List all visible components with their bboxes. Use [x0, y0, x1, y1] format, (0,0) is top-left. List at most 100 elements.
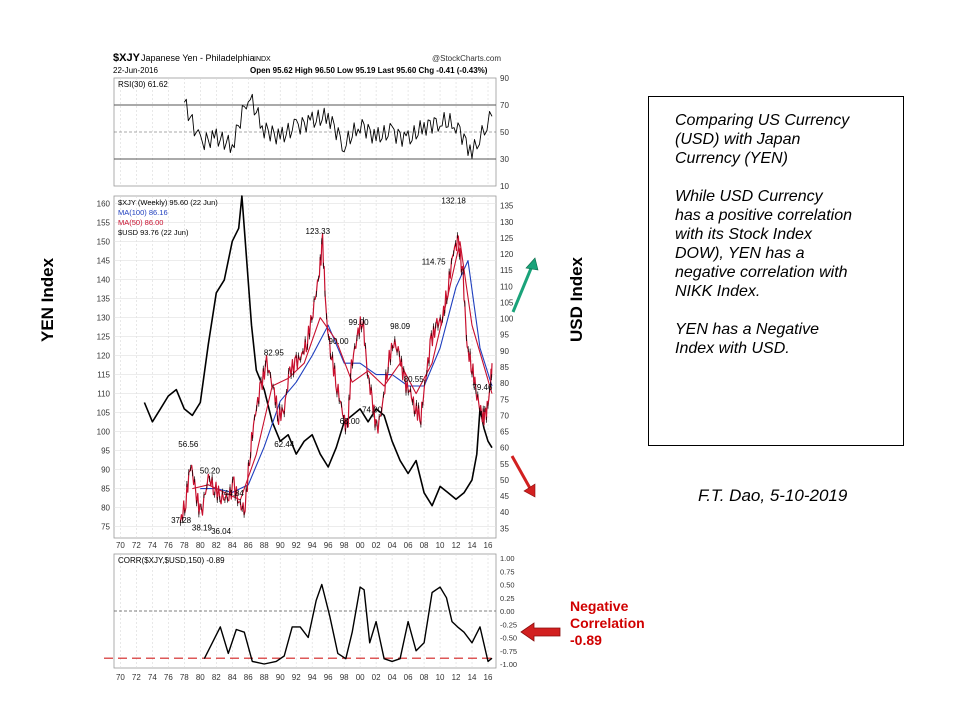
- x-tick-label: 08: [420, 541, 429, 550]
- x-tick-label: 00: [356, 673, 365, 682]
- left-arrow: [520, 622, 561, 642]
- x-tick-label: 76: [164, 673, 173, 682]
- x-tick-label: 72: [132, 673, 141, 682]
- note-paragraph: While USD Currency has a positive correl…: [675, 188, 852, 300]
- x-tick-label: 90: [276, 673, 285, 682]
- price-annotation: 44.84: [224, 489, 245, 498]
- price-legend-item: MA(50) 86.00: [118, 218, 163, 227]
- note-box: Comparing US Currency (USD) with Japan C…: [648, 96, 904, 446]
- right-tick-label: 35: [500, 524, 509, 533]
- right-tick-label: 55: [500, 460, 509, 469]
- left-tick-label: 95: [101, 447, 110, 456]
- x-tick-label: 86: [244, 541, 253, 550]
- x-tick-label: 96: [324, 673, 333, 682]
- right-tick-label: 130: [500, 218, 514, 227]
- author-credit: F.T. Dao, 5-10-2019: [698, 486, 848, 505]
- x-tick-label: 12: [452, 673, 461, 682]
- x-tick-label: 02: [372, 673, 381, 682]
- x-tick-label: 06: [404, 541, 413, 550]
- left-tick-label: 160: [97, 200, 111, 209]
- right-tick-label: 105: [500, 298, 514, 307]
- x-tick-label: 82: [212, 541, 221, 550]
- corr-tick-label: 0.00: [500, 607, 515, 616]
- x-tick-label: 88: [260, 541, 269, 550]
- left-tick-label: 80: [101, 504, 110, 513]
- corr-tick-label: 1.00: [500, 554, 515, 563]
- right-tick-label: 125: [500, 234, 514, 243]
- note-paragraph: Comparing US Currency (USD) with Japan C…: [675, 112, 850, 167]
- corr-tick-label: -0.50: [500, 634, 517, 643]
- left-tick-label: 150: [97, 238, 111, 247]
- price-annotation: 98.09: [390, 322, 411, 331]
- left-tick-label: 130: [97, 314, 111, 323]
- x-tick-label: 96: [324, 541, 333, 550]
- rsi-legend: RSI(30) 61.62: [118, 80, 168, 89]
- right-tick-label: 85: [500, 363, 509, 372]
- x-tick-label: 08: [420, 673, 429, 682]
- right-tick-label: 90: [500, 347, 509, 356]
- corr-line: [203, 583, 493, 665]
- left-tick-label: 125: [97, 333, 111, 342]
- negative-correlation-label: Negative Correlation -0.89: [570, 598, 645, 648]
- left-tick-label: 100: [97, 428, 111, 437]
- x-tick-label: 90: [276, 541, 285, 550]
- right-tick-label: 80: [500, 379, 509, 388]
- x-tick-label: 86: [244, 673, 253, 682]
- corr-tick-label: 0.50: [500, 581, 515, 590]
- x-tick-label: 76: [164, 541, 173, 550]
- x-tick-label: 16: [484, 541, 493, 550]
- price-annotation: 74.00: [362, 406, 383, 415]
- right-tick-label: 120: [500, 250, 514, 259]
- x-tick-label: 70: [116, 541, 125, 550]
- chart-date: 22-Jun-2016: [113, 66, 158, 75]
- x-tick-label: 92: [292, 673, 301, 682]
- right-tick-label: 60: [500, 444, 509, 453]
- price-annotation: 38.19: [192, 523, 213, 532]
- right-tick-label: 100: [500, 315, 514, 324]
- corr-tick-label: -1.00: [500, 660, 517, 669]
- price-annotation: 37.28: [171, 516, 192, 525]
- x-tick-label: 92: [292, 541, 301, 550]
- x-tick-label: 74: [148, 673, 157, 682]
- left-tick-label: 85: [101, 485, 110, 494]
- x-tick-label: 84: [228, 541, 237, 550]
- chart-exchange: INDX: [254, 56, 271, 63]
- right-tick-label: 95: [500, 331, 509, 340]
- arrows: [510, 257, 561, 642]
- corr-tick-label: -0.25: [500, 620, 517, 629]
- x-tick-label: 72: [132, 541, 141, 550]
- price-annotation: 114.75: [422, 257, 446, 266]
- corr-tick-label: 0.25: [500, 594, 515, 603]
- right-tick-label: 40: [500, 508, 509, 517]
- rsi-tick-label: 70: [500, 101, 509, 110]
- x-tick-label: 12: [452, 541, 461, 550]
- price-annotation: 82.95: [264, 349, 285, 358]
- price-annotation: 99.00: [349, 318, 370, 327]
- rsi-panel: 10 30 50 70 90 RSI(30) 61.62: [113, 74, 509, 191]
- price-annotation: 68.00: [340, 417, 361, 426]
- right-tick-label: 65: [500, 428, 509, 437]
- usd-line: [143, 195, 493, 507]
- x-tick-label: 78: [180, 541, 189, 550]
- x-tick-label: 98: [340, 673, 349, 682]
- x-tick-label: 82: [212, 673, 221, 682]
- left-tick-label: 145: [97, 257, 111, 266]
- right-tick-label: 135: [500, 202, 514, 211]
- right-tick-label: 50: [500, 476, 509, 485]
- price-legend-item: $USD 93.76 (22 Jun): [118, 228, 189, 237]
- x-tick-label: 06: [404, 673, 413, 682]
- left-tick-label: 135: [97, 295, 111, 304]
- left-tick-label: 115: [97, 371, 110, 380]
- price-annotation: 50.20: [200, 466, 221, 475]
- x-tick-label: 88: [260, 673, 269, 682]
- price-annotation: 90.00: [329, 337, 350, 346]
- right-tick-label: 45: [500, 492, 509, 501]
- price-annotation: 79.46: [472, 383, 493, 392]
- corr-tick-label: -0.75: [500, 647, 517, 656]
- rsi-tick-label: 90: [500, 74, 509, 83]
- price-annotation: 62.44: [274, 440, 295, 449]
- x-tick-label: 74: [148, 541, 157, 550]
- left-tick-label: 155: [97, 219, 111, 228]
- price-annotation: 123.33: [306, 227, 331, 236]
- right-tick-label: 110: [500, 282, 513, 291]
